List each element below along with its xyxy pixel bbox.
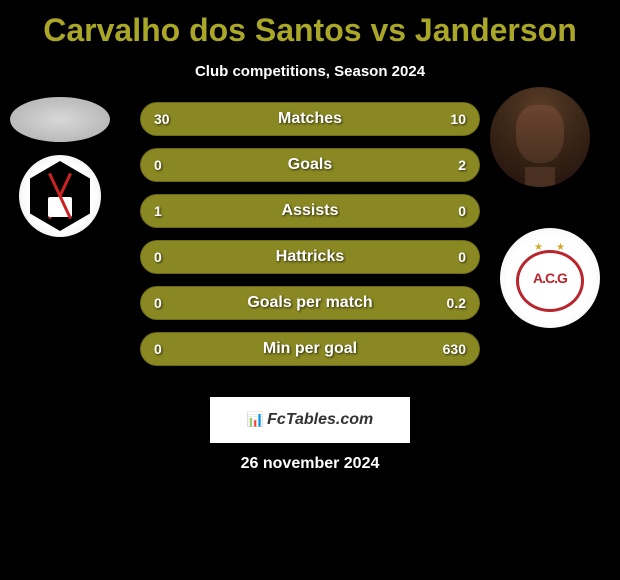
player-right-avatar	[490, 87, 590, 187]
chart-icon: 📊	[247, 411, 264, 428]
stat-left-value: 0	[154, 157, 162, 173]
stat-label: Assists	[282, 202, 339, 220]
stats-area: 30 Matches 10 0 Goals 2 1 Assists 0 0 Hattricks 0 0 G…	[140, 102, 480, 378]
player-left-avatar	[10, 97, 110, 142]
comparison-title: Carvalho dos Santos vs Janderson	[0, 0, 620, 49]
stat-label: Goals	[288, 156, 332, 174]
stat-left-value: 0	[154, 295, 162, 311]
club-left-badge	[19, 155, 101, 237]
club-right-badge: ★ ★ A.C.G	[500, 228, 600, 328]
club-right-text: A.C.G	[533, 270, 567, 286]
stat-left-value: 30	[154, 111, 170, 127]
stat-left-value: 0	[154, 249, 162, 265]
watermark-text: 📊FcTables.com	[247, 411, 374, 429]
stat-right-value: 630	[443, 341, 466, 357]
stat-row: 1 Assists 0	[140, 194, 480, 228]
comparison-subtitle: Club competitions, Season 2024	[0, 63, 620, 80]
date-text: 26 november 2024	[241, 455, 380, 473]
stat-right-value: 0	[458, 249, 466, 265]
stat-label: Goals per match	[247, 294, 372, 312]
stat-right-value: 0	[458, 203, 466, 219]
watermark-box: 📊FcTables.com	[210, 397, 410, 443]
stat-right-value: 2	[458, 157, 466, 173]
stat-row: 0 Hattricks 0	[140, 240, 480, 274]
comparison-container: ★ ★ A.C.G 30 Matches 10 0 Goals 2 1 Assists 0 0 Ha…	[0, 102, 620, 382]
stat-label: Matches	[278, 110, 342, 128]
stat-right-value: 0.2	[447, 295, 466, 311]
stat-row: 0 Goals 2	[140, 148, 480, 182]
stat-row: 30 Matches 10	[140, 102, 480, 136]
stat-label: Hattricks	[276, 248, 344, 266]
stat-left-value: 1	[154, 203, 162, 219]
stat-left-value: 0	[154, 341, 162, 357]
stat-row: 0 Min per goal 630	[140, 332, 480, 366]
stat-row: 0 Goals per match 0.2	[140, 286, 480, 320]
stat-label: Min per goal	[263, 340, 357, 358]
stat-right-value: 10	[450, 111, 466, 127]
